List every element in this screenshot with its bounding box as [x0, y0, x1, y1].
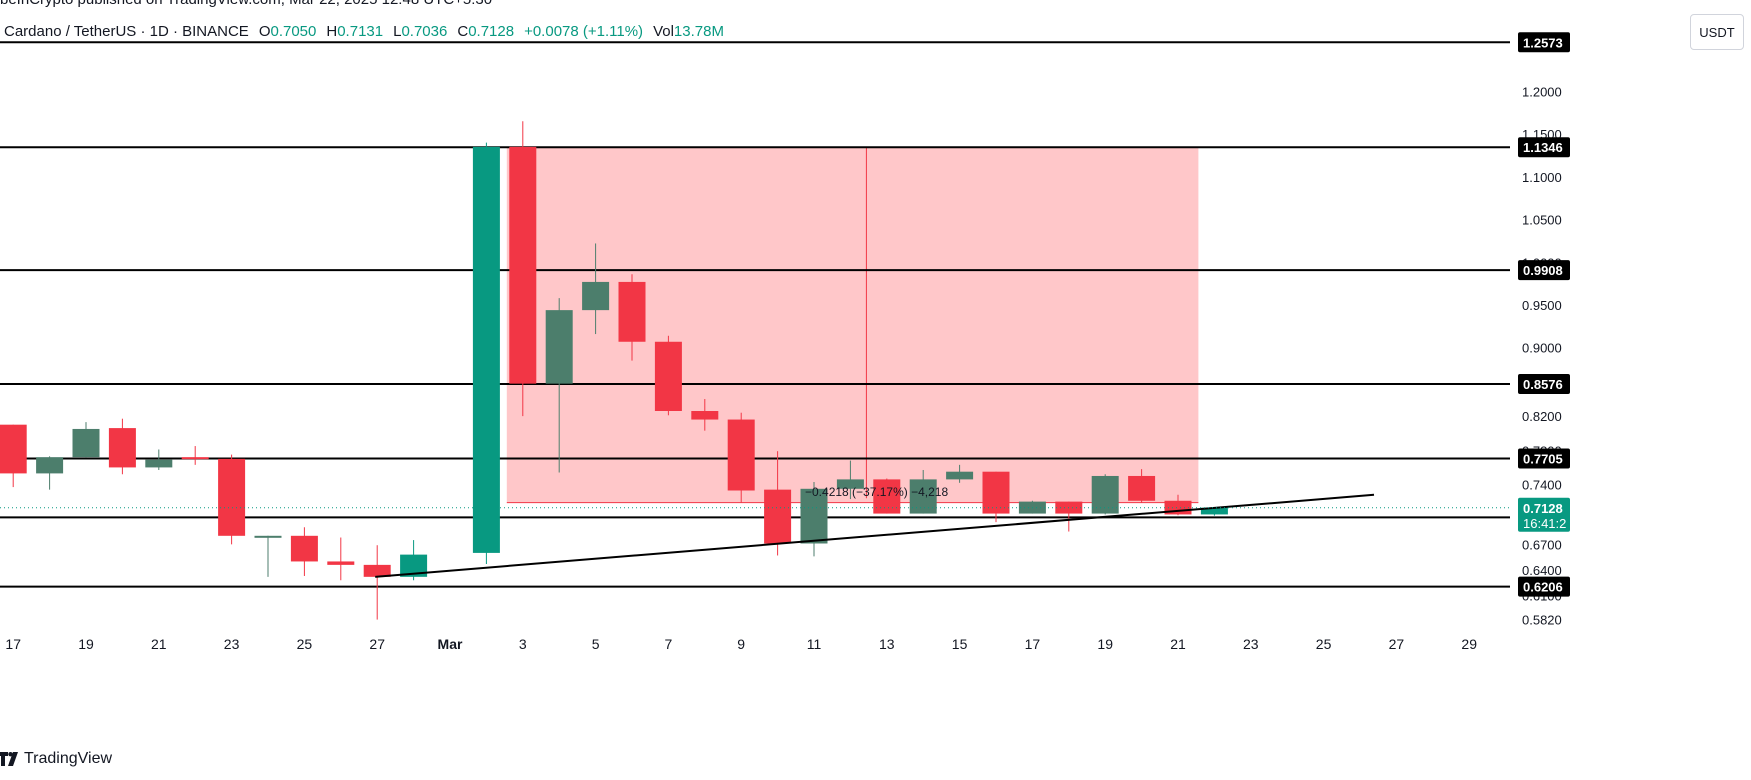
symbol-name[interactable]: Cardano / TetherUS · 1D · BINANCE	[4, 22, 249, 40]
level-badge: 1.2573	[1523, 35, 1563, 50]
level-badge-bg	[1518, 32, 1570, 53]
candle-body[interactable]	[400, 554, 428, 577]
level-badge-bg	[1518, 448, 1570, 469]
y-tick-label: 1.2000	[1522, 84, 1562, 99]
candle-body[interactable]	[764, 489, 792, 544]
low-value: 0.7036	[401, 22, 448, 40]
current-price-badge-bg	[1518, 497, 1570, 532]
candle-body[interactable]	[108, 428, 136, 468]
candle-body[interactable]	[1091, 475, 1119, 514]
tradingview-logo-icon	[0, 752, 18, 766]
level-badge-bg	[1518, 373, 1570, 394]
y-tick-label: 0.6700	[1522, 537, 1562, 552]
x-tick-label: Mar	[438, 636, 463, 652]
x-tick-label: 15	[952, 636, 968, 652]
x-tick-label: 23	[224, 636, 240, 652]
candle-body[interactable]	[545, 310, 573, 384]
currency-button[interactable]: USDT	[1690, 14, 1744, 50]
countdown-badge: 16:41:2	[1523, 516, 1566, 531]
brand-name: TradingView	[24, 750, 113, 767]
candle-body[interactable]	[218, 458, 246, 536]
candle-body[interactable]	[800, 488, 828, 544]
candle-body[interactable]	[472, 146, 500, 553]
x-tick-label: 25	[1316, 636, 1332, 652]
y-tick-label: 1.1000	[1522, 170, 1562, 185]
candle-body[interactable]	[509, 146, 537, 384]
candle-body[interactable]	[982, 471, 1010, 514]
open-label: O	[258, 22, 271, 40]
level-badge: 1.1346	[1523, 140, 1563, 155]
y-tick-label: 1.0500	[1522, 213, 1562, 228]
footer-brand: TradingView	[0, 746, 112, 772]
x-tick-label: 11	[807, 636, 822, 652]
candle-body[interactable]	[36, 457, 64, 474]
volume-value: 13.78M	[673, 22, 724, 40]
y-tick-label: 0.9000	[1522, 341, 1562, 356]
trendline[interactable]	[375, 493, 1375, 578]
x-tick-label: 27	[369, 636, 385, 652]
measure-label: −0.4218 (−37.17%) −4,218	[805, 485, 948, 499]
x-tick-label: 17	[5, 636, 21, 652]
candle-body[interactable]	[145, 459, 173, 468]
low-label: L	[393, 22, 402, 40]
y-tick-label: 0.8200	[1522, 409, 1562, 424]
candle-body[interactable]	[363, 564, 391, 577]
level-badge-bg	[1518, 137, 1570, 158]
candle-body[interactable]	[582, 281, 610, 311]
x-tick-label: 9	[737, 636, 745, 652]
high-label: H	[326, 22, 338, 40]
y-tick-label: 0.9500	[1522, 298, 1562, 313]
open-value: 0.7050	[270, 22, 317, 40]
candle-body[interactable]	[0, 424, 27, 474]
candle-body[interactable]	[727, 419, 755, 491]
x-tick-label: 7	[665, 636, 673, 652]
x-tick-label: 17	[1025, 636, 1041, 652]
x-tick-label: 19	[78, 636, 94, 652]
level-badge: 0.9908	[1523, 263, 1563, 278]
candle-body[interactable]	[290, 535, 318, 562]
candle-body[interactable]	[1128, 475, 1156, 501]
candle-body[interactable]	[873, 479, 901, 514]
volume-label: Vol	[653, 22, 674, 40]
candle-body[interactable]	[327, 561, 355, 565]
measure-zone[interactable]	[506, 147, 1199, 503]
candle-body[interactable]	[254, 535, 282, 538]
high-value: 0.7131	[337, 22, 384, 40]
current-price-badge: 0.7128	[1523, 501, 1563, 516]
close-value: 0.7128	[468, 22, 515, 40]
change-value: +0.0078 (+1.11%)	[524, 22, 644, 40]
level-badge: 0.6206	[1523, 580, 1563, 595]
y-tick-label: 0.5820	[1522, 613, 1562, 628]
candle-body[interactable]	[1200, 507, 1228, 515]
x-tick-label: 3	[519, 636, 527, 652]
candle-body[interactable]	[946, 471, 974, 480]
candle-body[interactable]	[72, 428, 100, 458]
x-tick-label: 19	[1097, 636, 1113, 652]
y-tick-label: 0.7400	[1522, 478, 1562, 493]
y-tick-label: 0.6400	[1522, 563, 1562, 578]
x-tick-label: 5	[592, 636, 600, 652]
x-tick-label: 13	[879, 636, 895, 652]
price-chart[interactable]: −0.4218 (−37.17%) −4,218 0.58200.61000.6…	[0, 0, 1751, 745]
level-badge-bg	[1518, 576, 1570, 597]
x-tick-label: 27	[1389, 636, 1405, 652]
symbol-header: Cardano / TetherUS · 1D · BINANCE O 0.705…	[4, 21, 724, 41]
candle-body[interactable]	[836, 479, 864, 489]
candle-body[interactable]	[181, 457, 209, 460]
candle-body[interactable]	[691, 411, 719, 420]
close-label: C	[457, 22, 469, 40]
level-badge-bg	[1518, 260, 1570, 281]
x-tick-label: 21	[151, 636, 167, 652]
level-badge: 0.7705	[1523, 451, 1563, 466]
x-tick-label: 25	[297, 636, 313, 652]
x-tick-label: 29	[1461, 636, 1477, 652]
level-badge: 0.8576	[1523, 377, 1563, 392]
x-tick-label: 21	[1170, 636, 1186, 652]
candle-body[interactable]	[618, 281, 646, 342]
candle-body[interactable]	[654, 341, 682, 411]
publish-info: beInCrypto published on TradingView.com,…	[0, 0, 492, 8]
x-tick-label: 23	[1243, 636, 1259, 652]
